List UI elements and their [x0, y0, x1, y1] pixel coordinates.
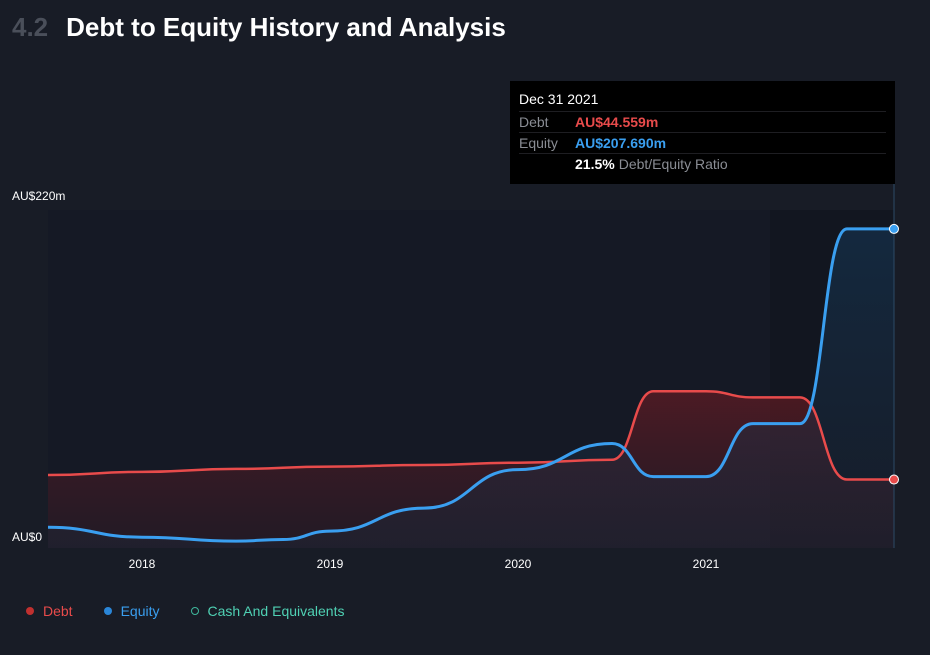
x-tick-label-2019: 2019	[317, 557, 344, 571]
equity-line	[47, 227, 894, 543]
legend-item-cash[interactable]: Cash And Equivalents	[190, 603, 345, 619]
tooltip-debt-row: Debt AU$44.559m	[519, 111, 886, 132]
x-tick-label-2018: 2018	[129, 557, 156, 571]
tooltip-ratio-row: 21.5% Debt/Equity Ratio	[519, 153, 886, 174]
tooltip-ratio-value: 21.5%	[575, 156, 615, 172]
y-tick-label-1: AU$0	[12, 530, 42, 544]
x-tick-label-2020: 2020	[505, 557, 532, 571]
tooltip-date: Dec 31 2021	[519, 91, 599, 107]
legend-cash-label: Cash And Equivalents	[207, 603, 345, 619]
tooltip-equity-label: Equity	[519, 135, 558, 151]
equity-end-marker	[889, 223, 899, 234]
x-tick-label-2021: 2021	[693, 557, 720, 571]
chart-legend: Debt Equity Cash And Equivalents	[26, 603, 375, 619]
legend-debt-label: Debt	[43, 603, 73, 619]
debt-line	[47, 390, 894, 481]
legend-item-equity[interactable]: Equity	[103, 603, 160, 619]
section-number: 4.2	[12, 12, 49, 42]
debt-end-marker	[889, 474, 899, 485]
tooltip-debt-label: Debt	[519, 114, 549, 130]
legend-equity-label: Equity	[120, 603, 160, 619]
chart-tooltip: Dec 31 2021 Debt AU$44.559m Equity AU$20…	[510, 81, 895, 184]
page-title: Debt to Equity History and Analysis	[66, 12, 506, 42]
tooltip-equity-value: AU$207.690m	[575, 135, 667, 151]
legend-equity-dot-icon	[103, 607, 112, 615]
tooltip-ratio-label: Debt/Equity Ratio	[618, 156, 728, 172]
header: 4.2 Debt to Equity History and Analysis	[12, 12, 506, 43]
legend-debt-dot-icon	[26, 607, 34, 615]
y-tick-label-0: AU$220m	[12, 189, 65, 203]
tooltip-equity-row: Equity AU$207.690m	[519, 132, 886, 153]
legend-item-debt[interactable]: Debt	[26, 603, 73, 619]
legend-cash-dot-icon	[190, 607, 199, 615]
tooltip-debt-value: AU$44.559m	[575, 114, 659, 130]
equity-area	[48, 228, 894, 548]
